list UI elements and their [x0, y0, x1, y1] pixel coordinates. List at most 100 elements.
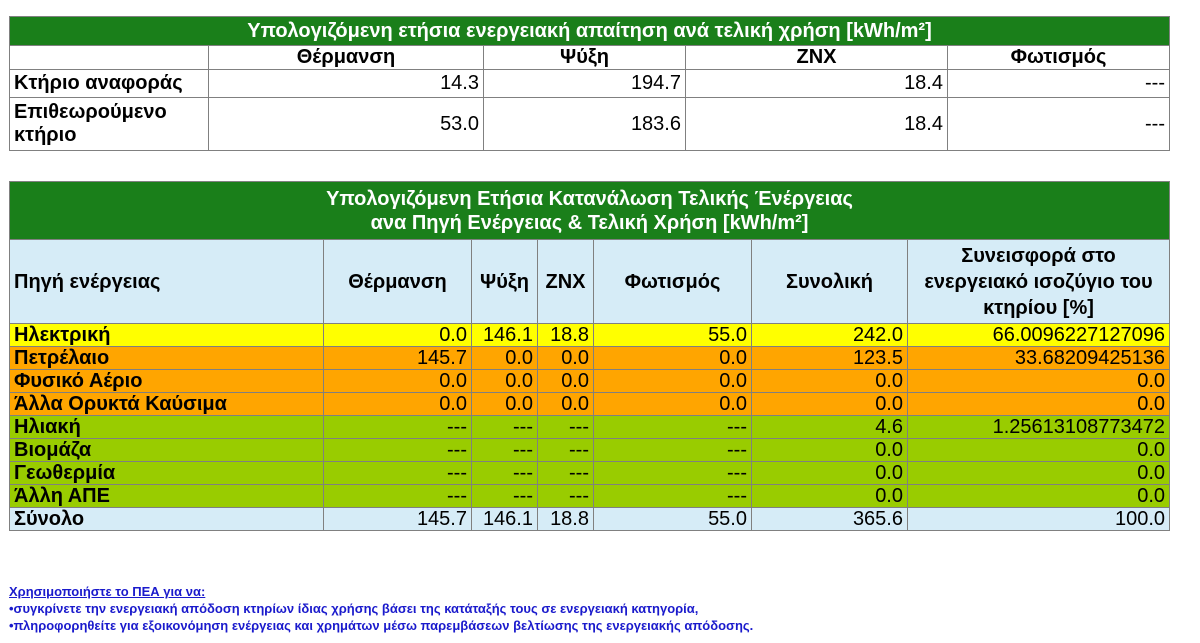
cell-lighting: --- [593, 461, 752, 485]
cell-cooling: 183.6 [483, 97, 686, 151]
table-row: Ηλεκτρική 0.0 146.1 18.8 55.0 242.0 66.0096227… [9, 323, 1171, 347]
cell-cooling: --- [471, 461, 538, 485]
title-line-2: ανα Πηγή Ενέργειας & Τελική Χρήση [kWh/m… [370, 211, 809, 234]
cell-lighting: --- [947, 69, 1170, 98]
cell-heating: 0.0 [323, 392, 472, 416]
row-label: Επιθεωρούμενο κτήριο [9, 97, 209, 151]
row-label: Βιομάζα [9, 438, 324, 462]
row-label: Κτήριο αναφοράς [9, 69, 209, 98]
header-heating: Θέρμανση [323, 239, 472, 324]
cell-heating: 0.0 [323, 369, 472, 393]
header-share: Συνεισφορά στο ενεργειακό ισοζύγιο του κ… [906, 239, 1171, 324]
cell-lighting: 0.0 [593, 346, 752, 370]
row-label: Σύνολο [9, 507, 324, 531]
cell-cooling: 146.1 [471, 323, 538, 347]
cell-share: 66.0096227127096 [906, 323, 1171, 347]
cell-share: 100.0 [906, 507, 1171, 531]
header-lighting: Φωτισμός [593, 239, 752, 324]
cell-share: 0.0 [906, 484, 1171, 508]
energy-consumption-title: Υπολογιζόμενη Ετήσια Κατανάλωση Τελικής … [8, 181, 1171, 240]
header-cooling: Ψύξη [471, 239, 538, 324]
cell-total: 242.0 [751, 323, 908, 347]
table-row: Επιθεωρούμενο κτήριο 53.0 183.6 18.4 --- [9, 97, 1170, 151]
cell-cooling: 146.1 [471, 507, 538, 531]
cell-lighting: --- [593, 415, 752, 439]
cell-cooling: 0.0 [471, 392, 538, 416]
cell-heating: 0.0 [323, 323, 472, 347]
cell-dhw: 18.4 [685, 97, 948, 151]
cell-lighting: --- [593, 484, 752, 508]
table-row: Γεωθερμία --- --- --- --- 0.0 0.0 [9, 461, 1171, 485]
cell-share: 0.0 [906, 461, 1171, 485]
table-row: Ηλιακή --- --- --- --- 4.6 1.25613108773472 [9, 415, 1171, 439]
row-label: Γεωθερμία [9, 461, 324, 485]
cell-total: 4.6 [751, 415, 908, 439]
cell-total: 0.0 [751, 484, 908, 508]
row-label: Ηλιακή [9, 415, 324, 439]
header-empty [9, 45, 209, 70]
cell-share: 0.0 [906, 392, 1171, 416]
energy-consumption-table: Υπολογιζόμενη Ετήσια Κατανάλωση Τελικής … [8, 181, 1171, 531]
row-label: Άλλα Ορυκτά Καύσιμα [9, 392, 324, 416]
row-label: Ηλεκτρική [9, 323, 324, 347]
cell-heating: 14.3 [208, 69, 484, 98]
usage-note-2: •πληροφορηθείτε για εξοικονόμηση ενέργει… [9, 618, 754, 633]
cell-heating: 145.7 [323, 507, 472, 531]
cell-dhw: 18.8 [537, 323, 594, 347]
row-label: Άλλη ΑΠΕ [9, 484, 324, 508]
cell-share: 33.68209425136 [906, 346, 1171, 370]
table-row: Κτήριο αναφοράς 14.3 194.7 18.4 --- [9, 69, 1170, 98]
header-cooling: Ψύξη [483, 45, 686, 70]
cell-dhw: 0.0 [537, 346, 594, 370]
table-row: Άλλη ΑΠΕ --- --- --- --- 0.0 0.0 [9, 484, 1171, 508]
table-row: Βιομάζα --- --- --- --- 0.0 0.0 [9, 438, 1171, 462]
cell-lighting: 0.0 [593, 369, 752, 393]
header-lighting: Φωτισμός [947, 45, 1170, 70]
cell-cooling: 0.0 [471, 346, 538, 370]
cell-dhw: 0.0 [537, 369, 594, 393]
cell-total: 365.6 [751, 507, 908, 531]
cell-dhw: --- [537, 461, 594, 485]
usage-note-1: •συγκρίνετε την ενεργειακή απόδοση κτηρί… [9, 601, 699, 616]
cell-cooling: 0.0 [471, 369, 538, 393]
header-dhw: ZNX [537, 239, 594, 324]
cell-heating: --- [323, 438, 472, 462]
cell-share: 0.0 [906, 369, 1171, 393]
cell-lighting: 0.0 [593, 392, 752, 416]
cell-dhw: --- [537, 415, 594, 439]
cell-cooling: --- [471, 415, 538, 439]
cell-share: 0.0 [906, 438, 1171, 462]
header-total: Συνολική [751, 239, 908, 324]
table-row: Άλλα Ορυκτά Καύσιμα 0.0 0.0 0.0 0.0 0.0 0.0 [9, 392, 1171, 416]
cell-heating: --- [323, 415, 472, 439]
cell-cooling: --- [471, 438, 538, 462]
usage-notes: Χρησιμοποιήστε το ΠΕΑ για να: •συγκρίνετ… [9, 583, 753, 634]
cell-cooling: 194.7 [483, 69, 686, 98]
cell-cooling: --- [471, 484, 538, 508]
header-source: Πηγή ενέργειας [9, 239, 324, 324]
cell-heating: --- [323, 484, 472, 508]
cell-total: 0.0 [751, 461, 908, 485]
header-dhw: ZNX [685, 45, 948, 70]
row-label: Φυσικό Αέριο [9, 369, 324, 393]
cell-lighting: 55.0 [593, 507, 752, 531]
cell-heating: 145.7 [323, 346, 472, 370]
row-label: Πετρέλαιο [9, 346, 324, 370]
cell-total: 0.0 [751, 369, 908, 393]
cell-dhw: --- [537, 438, 594, 462]
cell-heating: 53.0 [208, 97, 484, 151]
cell-dhw: 18.4 [685, 69, 948, 98]
cell-heating: --- [323, 461, 472, 485]
table-row: Πετρέλαιο 145.7 0.0 0.0 0.0 123.5 33.682094251… [9, 346, 1171, 370]
title-line-1: Υπολογιζόμενη Ετήσια Κατανάλωση Τελικής … [326, 187, 853, 210]
cell-share: 1.25613108773472 [906, 415, 1171, 439]
cell-dhw: 18.8 [537, 507, 594, 531]
energy-demand-table: Υπολογιζόμενη ετήσια ενεργειακή απαίτηση… [9, 16, 1170, 151]
table-row: Σύνολο 145.7 146.1 18.8 55.0 365.6 100.0 [9, 507, 1171, 531]
cell-dhw: --- [537, 484, 594, 508]
cell-dhw: 0.0 [537, 392, 594, 416]
table-row: Φυσικό Αέριο 0.0 0.0 0.0 0.0 0.0 0.0 [9, 369, 1171, 393]
cell-lighting: 55.0 [593, 323, 752, 347]
usage-notes-link[interactable]: Χρησιμοποιήστε το ΠΕΑ για να: [9, 584, 206, 599]
cell-total: 0.0 [751, 438, 908, 462]
